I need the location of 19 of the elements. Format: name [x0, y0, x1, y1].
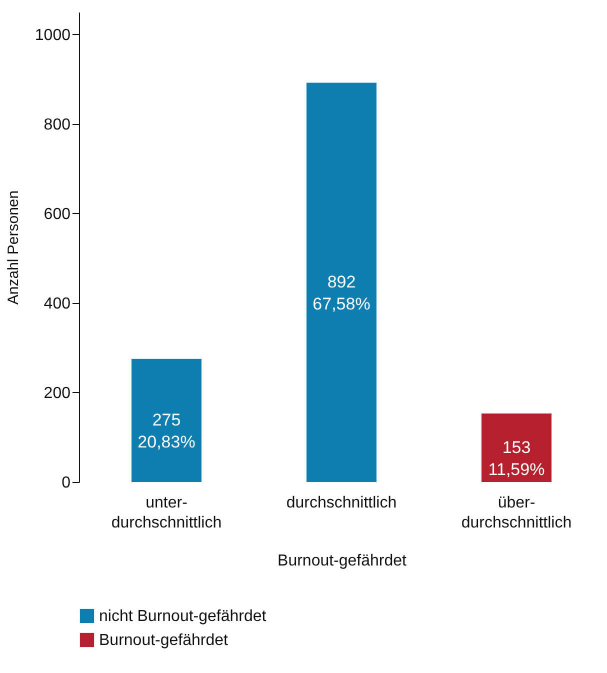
y-tick-label: 200: [44, 384, 71, 402]
y-tick-label: 1000: [34, 26, 71, 44]
x-tick-label: durchschnittlich: [286, 494, 397, 512]
x-tick-label: unter- durchschnittlich: [111, 494, 222, 532]
legend-label: Burnout-gefährdet: [99, 632, 229, 649]
bar: [482, 414, 552, 482]
x-axis-title: Burnout-gefährdet: [278, 552, 408, 570]
y-tick-label: 800: [44, 116, 71, 134]
y-tick-label: 0: [62, 474, 71, 492]
y-tick-label: 400: [44, 295, 71, 312]
y-tick-label: 600: [44, 206, 71, 223]
data-label: 892 67,58%: [312, 272, 370, 314]
bar: [306, 82, 376, 482]
data-label: 275 20,83%: [138, 410, 196, 452]
bar: [132, 358, 202, 482]
data-label: 153 11,59%: [488, 438, 545, 479]
y-axis-title: Anzahl Personen: [4, 190, 22, 305]
legend-label: nicht Burnout-gefährdet: [99, 608, 267, 625]
x-tick-label: über- durchschnittlich: [461, 494, 572, 532]
